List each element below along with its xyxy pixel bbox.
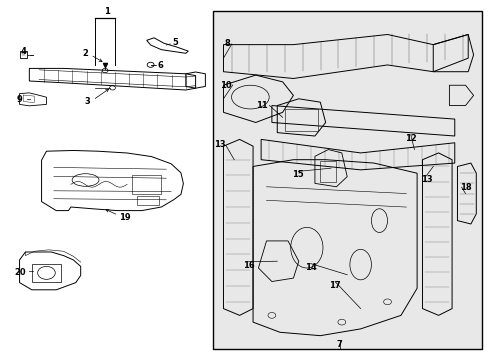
- Bar: [285, 109, 317, 131]
- Bar: [132, 175, 161, 194]
- Text: 6: 6: [157, 61, 163, 70]
- Text: 13: 13: [420, 175, 431, 184]
- Text: 1: 1: [103, 7, 109, 16]
- Text: 10: 10: [220, 81, 231, 90]
- Text: 14: 14: [304, 263, 316, 272]
- Text: 18: 18: [459, 184, 470, 193]
- Text: 12: 12: [404, 134, 416, 143]
- Bar: [212, 11, 481, 349]
- Text: 19: 19: [119, 213, 130, 222]
- Bar: [320, 161, 336, 182]
- Text: 3: 3: [84, 98, 90, 107]
- Text: 17: 17: [328, 281, 340, 289]
- Text: 9: 9: [17, 95, 22, 104]
- Text: 11: 11: [255, 102, 267, 111]
- Text: 7: 7: [336, 341, 342, 349]
- Text: 8: 8: [224, 40, 229, 49]
- Text: 15: 15: [292, 171, 304, 180]
- Text: 16: 16: [242, 261, 254, 270]
- Text: 20: 20: [15, 269, 26, 277]
- Text: 5: 5: [172, 38, 178, 47]
- Text: 4: 4: [20, 47, 26, 56]
- Text: 2: 2: [82, 49, 88, 58]
- Bar: [32, 264, 61, 282]
- Text: 13: 13: [214, 140, 225, 149]
- Bar: [137, 196, 159, 205]
